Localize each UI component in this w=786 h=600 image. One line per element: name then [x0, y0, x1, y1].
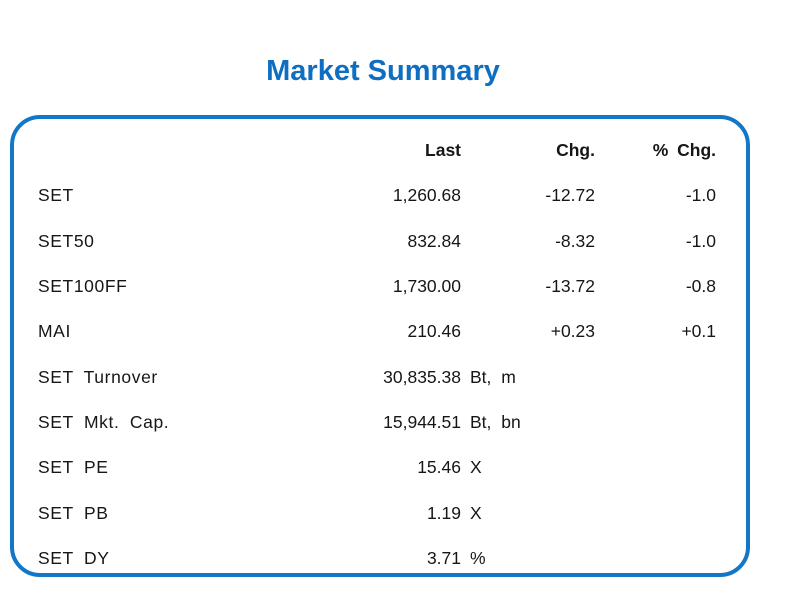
table-header-row: Last Chg. % Chg. [14, 128, 746, 173]
row-label: SET PB [38, 502, 109, 523]
market-summary-panel: Last Chg. % Chg. SET 1,260.68 -12.72 -1.… [10, 115, 750, 577]
chg-value: -8.32 [555, 230, 595, 251]
table-row-set100ff: SET100FF 1,730.00 -13.72 -0.8 [14, 264, 746, 309]
header-chg: Chg. [556, 140, 595, 161]
last-value: 1,260.68 [392, 185, 461, 206]
chg-value: -13.72 [545, 276, 595, 297]
last-value: 3.71 [426, 547, 461, 568]
last-unit: X [470, 457, 482, 478]
table-row-set-mkt-cap: SET Mkt. Cap. 15,944.51 Bt, bn [14, 400, 746, 445]
table-row-set-pe: SET PE 15.46 X [14, 445, 746, 490]
row-label: MAI [38, 321, 71, 342]
row-label: SET [38, 185, 74, 206]
chg-value: -12.72 [545, 185, 595, 206]
table-row-set-turnover: SET Turnover 30,835.38 Bt, m [14, 354, 746, 399]
table-row-set50: SET50 832.84 -8.32 -1.0 [14, 219, 746, 264]
pct-chg-value: -1.0 [685, 230, 716, 251]
row-label: SET Mkt. Cap. [38, 411, 170, 432]
page-title: Market Summary [266, 55, 500, 87]
last-value: 210.46 [407, 321, 461, 342]
last-value: 15.46 [417, 457, 461, 478]
table-row-set-dy: SET DY 3.71 % [14, 536, 746, 573]
last-unit: % [470, 547, 486, 568]
row-label: SET Turnover [38, 366, 158, 387]
pct-chg-value: +0.1 [681, 321, 716, 342]
table-row-mai: MAI 210.46 +0.23 +0.1 [14, 309, 746, 354]
last-value: 15,944.51 [383, 411, 461, 432]
last-value: 1.19 [426, 502, 461, 523]
pct-chg-value: -0.8 [685, 276, 716, 297]
row-label: SET PE [38, 457, 109, 478]
last-unit: Bt, bn [470, 411, 521, 432]
table-row-set-pb: SET PB 1.19 X [14, 490, 746, 535]
pct-chg-value: -1.0 [685, 185, 716, 206]
row-label: SET50 [38, 230, 95, 251]
last-unit: X [470, 502, 482, 523]
row-label: SET100FF [38, 276, 128, 297]
table-row-set: SET 1,260.68 -12.72 -1.0 [14, 173, 746, 218]
last-unit: Bt, m [470, 366, 516, 387]
last-value: 30,835.38 [383, 366, 461, 387]
header-pct-chg: % Chg. [652, 140, 716, 161]
row-label: SET DY [38, 547, 110, 568]
last-value: 1,730.00 [392, 276, 461, 297]
last-value: 832.84 [407, 230, 461, 251]
header-last: Last [425, 140, 461, 161]
chg-value: +0.23 [550, 321, 595, 342]
